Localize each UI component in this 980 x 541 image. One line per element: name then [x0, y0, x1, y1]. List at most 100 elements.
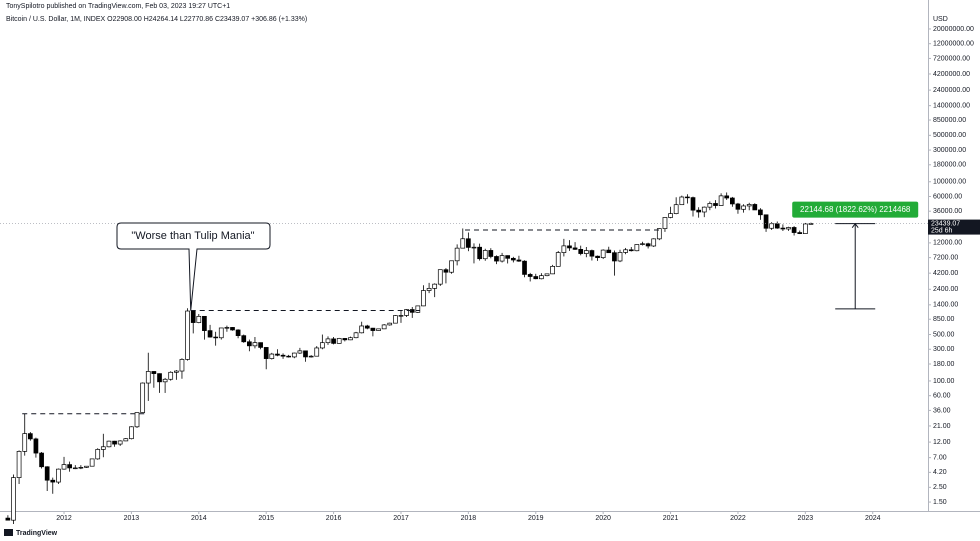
- callout-box: [116, 222, 271, 311]
- y-tick-label: 2.50: [933, 484, 947, 491]
- y-tick-label: 300000.00: [933, 147, 966, 154]
- candle-body: [224, 327, 230, 329]
- countdown-label: 25d 6h: [931, 227, 953, 234]
- candle-body: [213, 336, 219, 339]
- y-tick-label: 7200000.00: [933, 55, 970, 62]
- candle-body: [33, 438, 39, 454]
- candle-body: [426, 288, 432, 291]
- y-tick-label: 60.00: [933, 393, 951, 400]
- candle-body: [758, 209, 763, 216]
- candle-body: [308, 355, 314, 358]
- candle-body: [291, 352, 297, 358]
- candle-body: [297, 350, 303, 354]
- candle-body: [443, 269, 449, 273]
- candle-body: [117, 440, 123, 445]
- candle-body: [578, 249, 584, 254]
- candle-body: [106, 440, 112, 448]
- candle-body: [572, 247, 578, 250]
- x-tick-label: 2016: [326, 515, 342, 522]
- candle-body: [612, 252, 617, 262]
- symbol-info: Bitcoin / U.S. Dollar, 1M, INDEX O22908.…: [6, 16, 307, 23]
- y-tick-label: 2400.00: [933, 286, 958, 293]
- candle-body: [376, 328, 381, 331]
- candle-body: [516, 259, 522, 262]
- candle-body: [230, 327, 235, 331]
- candle-body: [606, 249, 612, 254]
- candle-body: [241, 335, 247, 343]
- candle-body: [140, 382, 146, 413]
- candle-body: [331, 338, 336, 344]
- candle-body: [656, 228, 662, 240]
- candle-body: [454, 247, 460, 262]
- price-tag: [928, 219, 980, 235]
- candle-body: [269, 353, 275, 359]
- candle-body: [303, 350, 308, 358]
- candle-body: [22, 433, 28, 452]
- candle-body: [415, 305, 421, 313]
- candle-body: [651, 238, 657, 247]
- candle-body: [398, 315, 404, 317]
- y-tick-label: 180000.00: [933, 162, 966, 169]
- x-tick-label: 2012: [56, 515, 72, 522]
- candle-body: [275, 353, 280, 356]
- candle-body: [218, 327, 224, 339]
- candle-body: [494, 256, 499, 262]
- candle-body: [510, 257, 516, 261]
- y-tick-label: 12000.00: [933, 240, 962, 247]
- candle-body: [718, 195, 724, 206]
- y-tick-label: 500.00: [933, 331, 955, 338]
- x-tick-label: 2021: [663, 515, 679, 522]
- callout-text: "Worse than Tulip Mania": [131, 230, 254, 242]
- candle-body: [280, 354, 286, 357]
- candle-body: [802, 223, 808, 234]
- y-tick-label: 12000000.00: [933, 41, 974, 48]
- candle-body: [589, 250, 595, 257]
- candle-body: [522, 260, 527, 275]
- candle-body: [701, 206, 707, 213]
- candle-body: [387, 322, 393, 326]
- candle-body: [247, 341, 252, 347]
- candle-body: [769, 223, 774, 229]
- y-tick-label: 850000.00: [933, 117, 966, 124]
- candle-body: [151, 371, 157, 374]
- candle-body: [690, 197, 696, 211]
- candle-body: [482, 250, 488, 260]
- candle-body: [100, 446, 106, 450]
- candle-body: [533, 276, 539, 280]
- candle-body: [421, 290, 426, 307]
- candle-body: [348, 337, 353, 341]
- x-tick-label: 2022: [730, 515, 746, 522]
- candle-body: [595, 255, 600, 259]
- candle-body: [449, 260, 454, 273]
- x-tick-label: 2014: [191, 515, 207, 522]
- y-tick-label: 100.00: [933, 378, 955, 385]
- candle-body: [129, 426, 134, 440]
- candle-body: [157, 373, 162, 383]
- candle-body: [336, 338, 342, 344]
- candle-body: [527, 274, 533, 277]
- candle-body: [668, 213, 673, 218]
- candle-body: [583, 250, 589, 254]
- candle-body: [78, 466, 84, 469]
- candle-body: [477, 246, 482, 260]
- y-tick-label: 180.00: [933, 361, 955, 368]
- candle-body: [713, 203, 718, 206]
- publisher: TonySpilotro published on TradingView.co…: [6, 3, 230, 10]
- candle-body: [696, 209, 702, 213]
- y-tick-label: 300.00: [933, 346, 955, 353]
- candle-body: [505, 255, 511, 259]
- candle-body: [797, 232, 803, 234]
- candle-body: [185, 310, 190, 360]
- candle-body: [44, 466, 50, 481]
- candle-body: [550, 265, 555, 275]
- candle-body: [466, 238, 471, 248]
- candle-body: [314, 347, 320, 357]
- candle-body: [39, 452, 44, 468]
- y-tick-label: 36.00: [933, 407, 951, 414]
- measure-arrow: [851, 222, 859, 228]
- candle-body: [460, 238, 466, 249]
- candle-body: [353, 332, 359, 339]
- candle-body: [471, 246, 477, 249]
- candle-body: [27, 433, 33, 440]
